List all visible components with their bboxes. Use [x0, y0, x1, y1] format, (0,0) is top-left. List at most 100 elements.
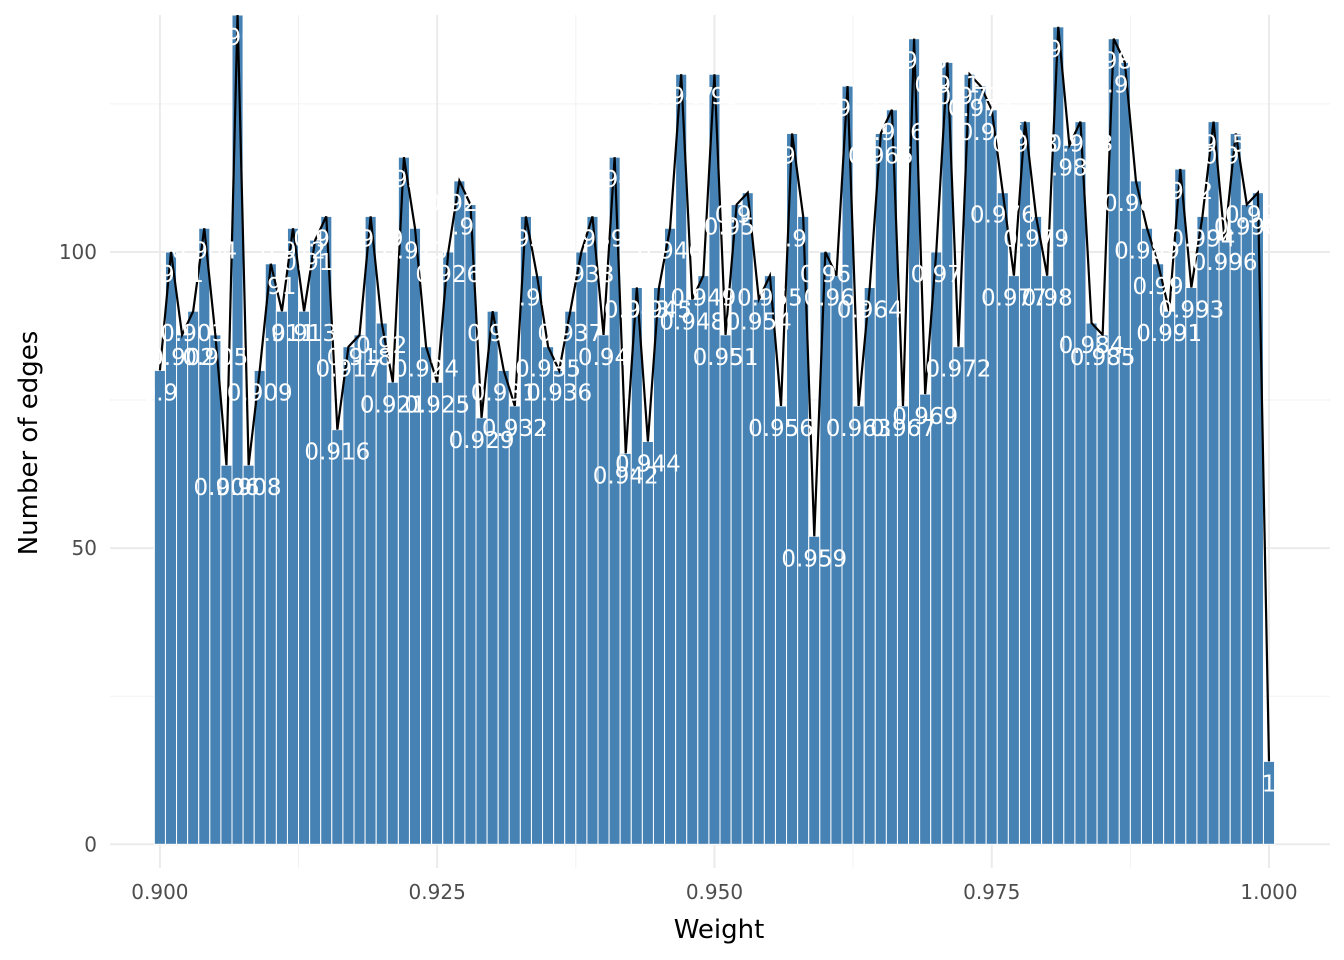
bar	[342, 346, 355, 845]
bar	[220, 464, 233, 845]
bar-label: 0.987	[1092, 72, 1158, 98]
bar-label: 0.991	[1136, 321, 1202, 347]
bar-label: 0.901	[138, 262, 204, 288]
bar-label: 0.993	[1158, 297, 1224, 323]
bar	[586, 215, 599, 845]
bar-label: 0.949	[670, 286, 736, 312]
bar-label: 0.934	[504, 286, 570, 312]
bar-label: 0.923	[382, 238, 448, 264]
bar-label: 0.9	[142, 380, 179, 406]
bar-label: 0.988	[1103, 191, 1169, 217]
bar-label: 0.94	[578, 345, 629, 371]
bar-label: 0.971	[914, 72, 980, 98]
bar-label: 1	[1262, 771, 1277, 797]
bar-label: 0.958	[770, 226, 836, 252]
bar	[930, 251, 943, 845]
bar-label: 0.969	[892, 404, 958, 430]
bar-label: 0.941	[582, 167, 648, 193]
bar-label: 0.926	[415, 262, 481, 288]
bar	[1118, 61, 1131, 845]
bar-label: 0.931	[471, 380, 537, 406]
bar-label: 0.927	[426, 191, 492, 217]
bar	[686, 298, 699, 845]
bar	[431, 381, 444, 845]
bar-label: 0.919	[338, 226, 404, 252]
bar-label: 0.981	[1025, 37, 1091, 63]
bar-label: 0.907	[205, 25, 271, 51]
bar-label: 0.906	[194, 475, 260, 501]
bar	[874, 132, 887, 845]
x-axis-title: Weight	[674, 915, 765, 945]
bar	[1041, 275, 1054, 845]
bar-label: 0.996	[1192, 250, 1258, 276]
bar-label: 0.914	[282, 250, 348, 276]
bar-label: 0.932	[482, 416, 548, 442]
bar-label: 0.929	[449, 428, 515, 454]
bar-label: 0.957	[759, 143, 825, 169]
bar	[187, 310, 200, 845]
y-tick-label: 0	[84, 832, 97, 856]
bar	[619, 452, 632, 845]
bar-label: 0.904	[171, 238, 237, 264]
bar-label: 0.985	[1070, 345, 1136, 371]
bar-label: 0.945	[626, 297, 692, 323]
bar-label: 0.973	[937, 84, 1003, 110]
bar-label: 0.942	[593, 463, 659, 489]
bar	[752, 298, 765, 845]
bar	[896, 405, 910, 845]
bar	[641, 441, 654, 845]
bar	[763, 275, 776, 845]
bar-label: 0.964	[837, 297, 903, 323]
bar-label: 0.903	[160, 321, 226, 347]
bar-label: 0.948	[659, 309, 725, 335]
bar	[1096, 334, 1109, 845]
bar-label: 0.946	[637, 238, 703, 264]
bar-label: 0.911	[249, 321, 315, 347]
bar	[774, 405, 788, 845]
bar-label: 0.959	[781, 546, 847, 572]
bar-label: 0.976	[970, 203, 1036, 229]
bar	[652, 286, 666, 845]
bar	[508, 405, 521, 845]
x-tick-label: 0.925	[409, 880, 466, 904]
bar-label: 0.915	[293, 226, 359, 252]
y-tick-label: 100	[59, 240, 97, 264]
bar-label: 0.986	[1081, 49, 1147, 75]
bar-label: 0.975	[959, 120, 1025, 146]
bar-label: 0.97	[911, 262, 962, 288]
bar	[553, 369, 566, 845]
bar-label: 0.956	[748, 416, 814, 442]
bar	[464, 204, 477, 845]
bar	[386, 381, 399, 845]
bar-label: 0.908	[216, 475, 282, 501]
bar-label: 0.935	[515, 357, 581, 383]
bar-label: 0.95	[689, 84, 740, 110]
bar	[719, 334, 732, 845]
bar-label: 0.922	[371, 167, 437, 193]
bar-label: 0.994	[1170, 226, 1236, 252]
bar	[1163, 310, 1176, 845]
bar-label: 0.909	[227, 380, 293, 406]
bar-label: 0.968	[881, 49, 947, 75]
count-line-layer	[158, 14, 1271, 762]
bar-label: 0.984	[1059, 333, 1125, 359]
bar-label: 0.91	[245, 274, 296, 300]
bar	[919, 393, 932, 845]
bar-label: 0.916	[304, 440, 370, 466]
x-tick-label: 0.900	[131, 880, 188, 904]
bar-label: 0.978	[992, 132, 1058, 158]
bar-label: 0.979	[1003, 226, 1069, 252]
bar	[331, 429, 344, 845]
bar-label: 0.913	[271, 321, 337, 347]
bar	[298, 310, 311, 845]
bar	[1174, 168, 1187, 845]
bar-label: 0.918	[327, 345, 393, 371]
bar-label: 0.997	[1203, 143, 1269, 169]
bar-label: 0.995	[1181, 132, 1247, 158]
bar-label: 0.999	[1225, 203, 1291, 229]
tick-labels: 0.900 0.925 0.950 0.975 1.000 0 50 100	[59, 240, 1298, 904]
bar	[852, 405, 865, 845]
bar-label: 0.912	[260, 238, 326, 264]
bar-label: 0.928	[438, 215, 504, 241]
